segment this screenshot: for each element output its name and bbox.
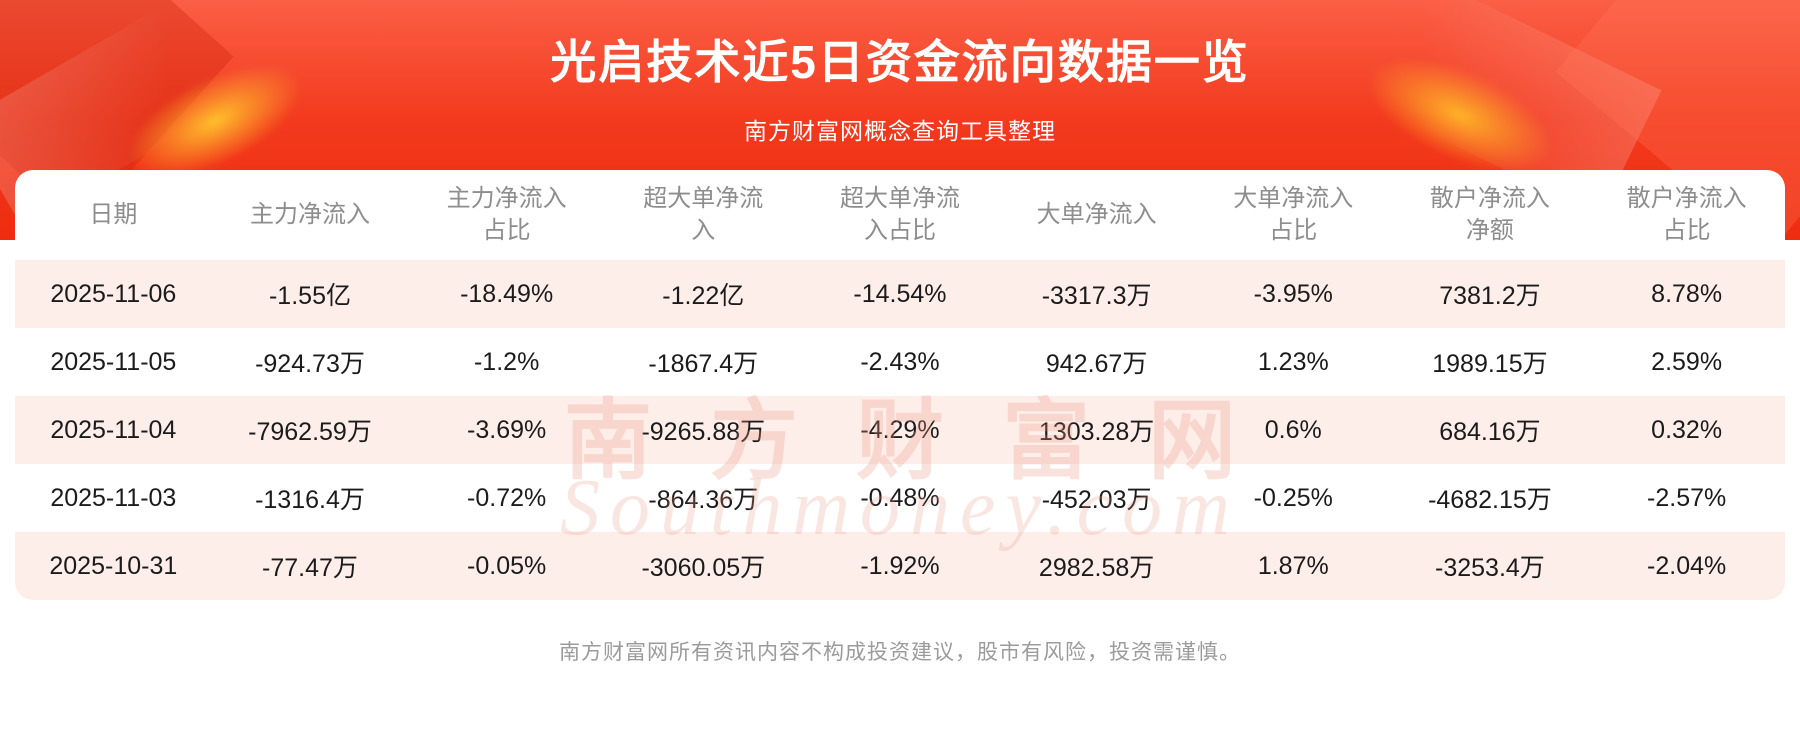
table-cell: 2025-10-31 xyxy=(49,551,178,580)
table-cell: 1.87% xyxy=(1257,551,1329,580)
table-cell: -18.49% xyxy=(460,279,554,308)
table-cell: 2982.58万 xyxy=(1038,554,1155,582)
column-header: 超大单净流 入占比 xyxy=(839,184,960,244)
table-cell: 2025-11-03 xyxy=(50,483,177,512)
table-row: 2025-11-03 -1316.4万 -0.72% -864.36万 -0.48% -4… xyxy=(15,464,1785,532)
table-cell: 2.59% xyxy=(1651,347,1723,376)
page-subtitle: 南方财富网概念查询工具整理 xyxy=(744,118,1056,144)
table-cell: 684.16万 xyxy=(1439,418,1541,446)
footer-disclaimer: 南方财富网所有资讯内容不构成投资建议，股市有风险，投资需谨慎。 xyxy=(559,641,1241,664)
column-header: 日期 xyxy=(89,200,138,228)
table-cell: -864.36万 xyxy=(648,486,759,514)
table-cell: -1316.4万 xyxy=(255,486,365,514)
column-header: 散户净流入 净额 xyxy=(1429,184,1550,244)
table-cell: -1.22亿 xyxy=(662,282,745,310)
table-body: 2025-11-06 -1.55亿 -18.49% -1.22亿 -14.54% -331… xyxy=(15,260,1785,600)
table-cell: -77.47万 xyxy=(262,554,358,582)
table-row: 2025-11-04 -7962.59万 -3.69% -9265.88万 -4.29%… xyxy=(15,396,1785,464)
page-title: 光启技术近5日资金流向数据一览 xyxy=(550,36,1250,88)
column-header: 超大单净流 入 xyxy=(643,184,764,244)
table-cell: -0.25% xyxy=(1253,483,1333,512)
table-cell: 8.78% xyxy=(1651,279,1723,308)
table-cell: -0.72% xyxy=(467,483,547,512)
column-header: 大单净流入 xyxy=(1036,200,1157,228)
table-cell: 942.67万 xyxy=(1045,350,1148,378)
table-cell: -3060.05万 xyxy=(641,554,766,582)
column-header: 散户净流入 占比 xyxy=(1626,184,1747,244)
table-header-row: 日期 主力净流入 主力净流入 占比 超大单净流 入 超大单净流 入占比 大单净流入 大单净流… xyxy=(15,170,1785,260)
table-cell: 1.23% xyxy=(1257,347,1329,376)
table-cell: -9265.88万 xyxy=(641,418,766,446)
column-header: 主力净流入 占比 xyxy=(446,184,567,244)
table-cell: 0.32% xyxy=(1651,415,1723,444)
table-cell: -3.95% xyxy=(1253,279,1333,308)
table-cell: -3253.4万 xyxy=(1435,554,1545,582)
table-cell: -1867.4万 xyxy=(648,350,759,378)
table-cell: -2.04% xyxy=(1647,551,1727,580)
table-cell: -2.57% xyxy=(1647,483,1727,512)
table-cell: -1.2% xyxy=(473,347,540,376)
table-cell: 2025-11-06 xyxy=(50,279,177,308)
table-row: 2025-11-06 -1.55亿 -18.49% -1.22亿 -14.54% -331… xyxy=(15,260,1785,328)
table-row: 2025-10-31 -77.47万 -0.05% -3060.05万 -1.92% 29… xyxy=(15,532,1785,600)
column-header: 主力净流入 xyxy=(249,200,370,228)
table-cell: -4682.15万 xyxy=(1428,486,1552,514)
column-header: 大单净流入 占比 xyxy=(1233,184,1354,244)
table-cell: -0.48% xyxy=(860,483,940,512)
table-cell: 1303.28万 xyxy=(1038,418,1155,446)
capital-flow-table: 日期 主力净流入 主力净流入 占比 超大单净流 入 超大单净流 入占比 大单净流入 大单净流… xyxy=(15,170,1785,600)
table-cell: -14.54% xyxy=(853,279,947,308)
table-cell: -3317.3万 xyxy=(1041,282,1152,310)
data-table-card: 日期 主力净流入 主力净流入 占比 超大单净流 入 超大单净流 入占比 大单净流入 大单净流… xyxy=(15,170,1785,600)
table-cell: -452.03万 xyxy=(1041,486,1152,514)
table-cell: -1.92% xyxy=(860,551,940,580)
table-cell: 1989.15万 xyxy=(1432,350,1548,378)
table-cell: -2.43% xyxy=(860,347,940,376)
table-cell: -924.73万 xyxy=(255,350,365,378)
table-cell: 0.6% xyxy=(1264,415,1322,444)
table-cell: 2025-11-04 xyxy=(50,415,177,444)
table-cell: -4.29% xyxy=(860,415,940,444)
table-cell: 7381.2万 xyxy=(1439,282,1541,310)
table-cell: -1.55亿 xyxy=(268,282,351,310)
table-cell: -7962.59万 xyxy=(248,418,372,446)
table-cell: -3.69% xyxy=(467,415,547,444)
table-row: 2025-11-05 -924.73万 -1.2% -1867.4万 -2.43% 942… xyxy=(15,328,1785,396)
table-cell: 2025-11-05 xyxy=(50,347,177,376)
table-cell: -0.05% xyxy=(467,551,547,580)
